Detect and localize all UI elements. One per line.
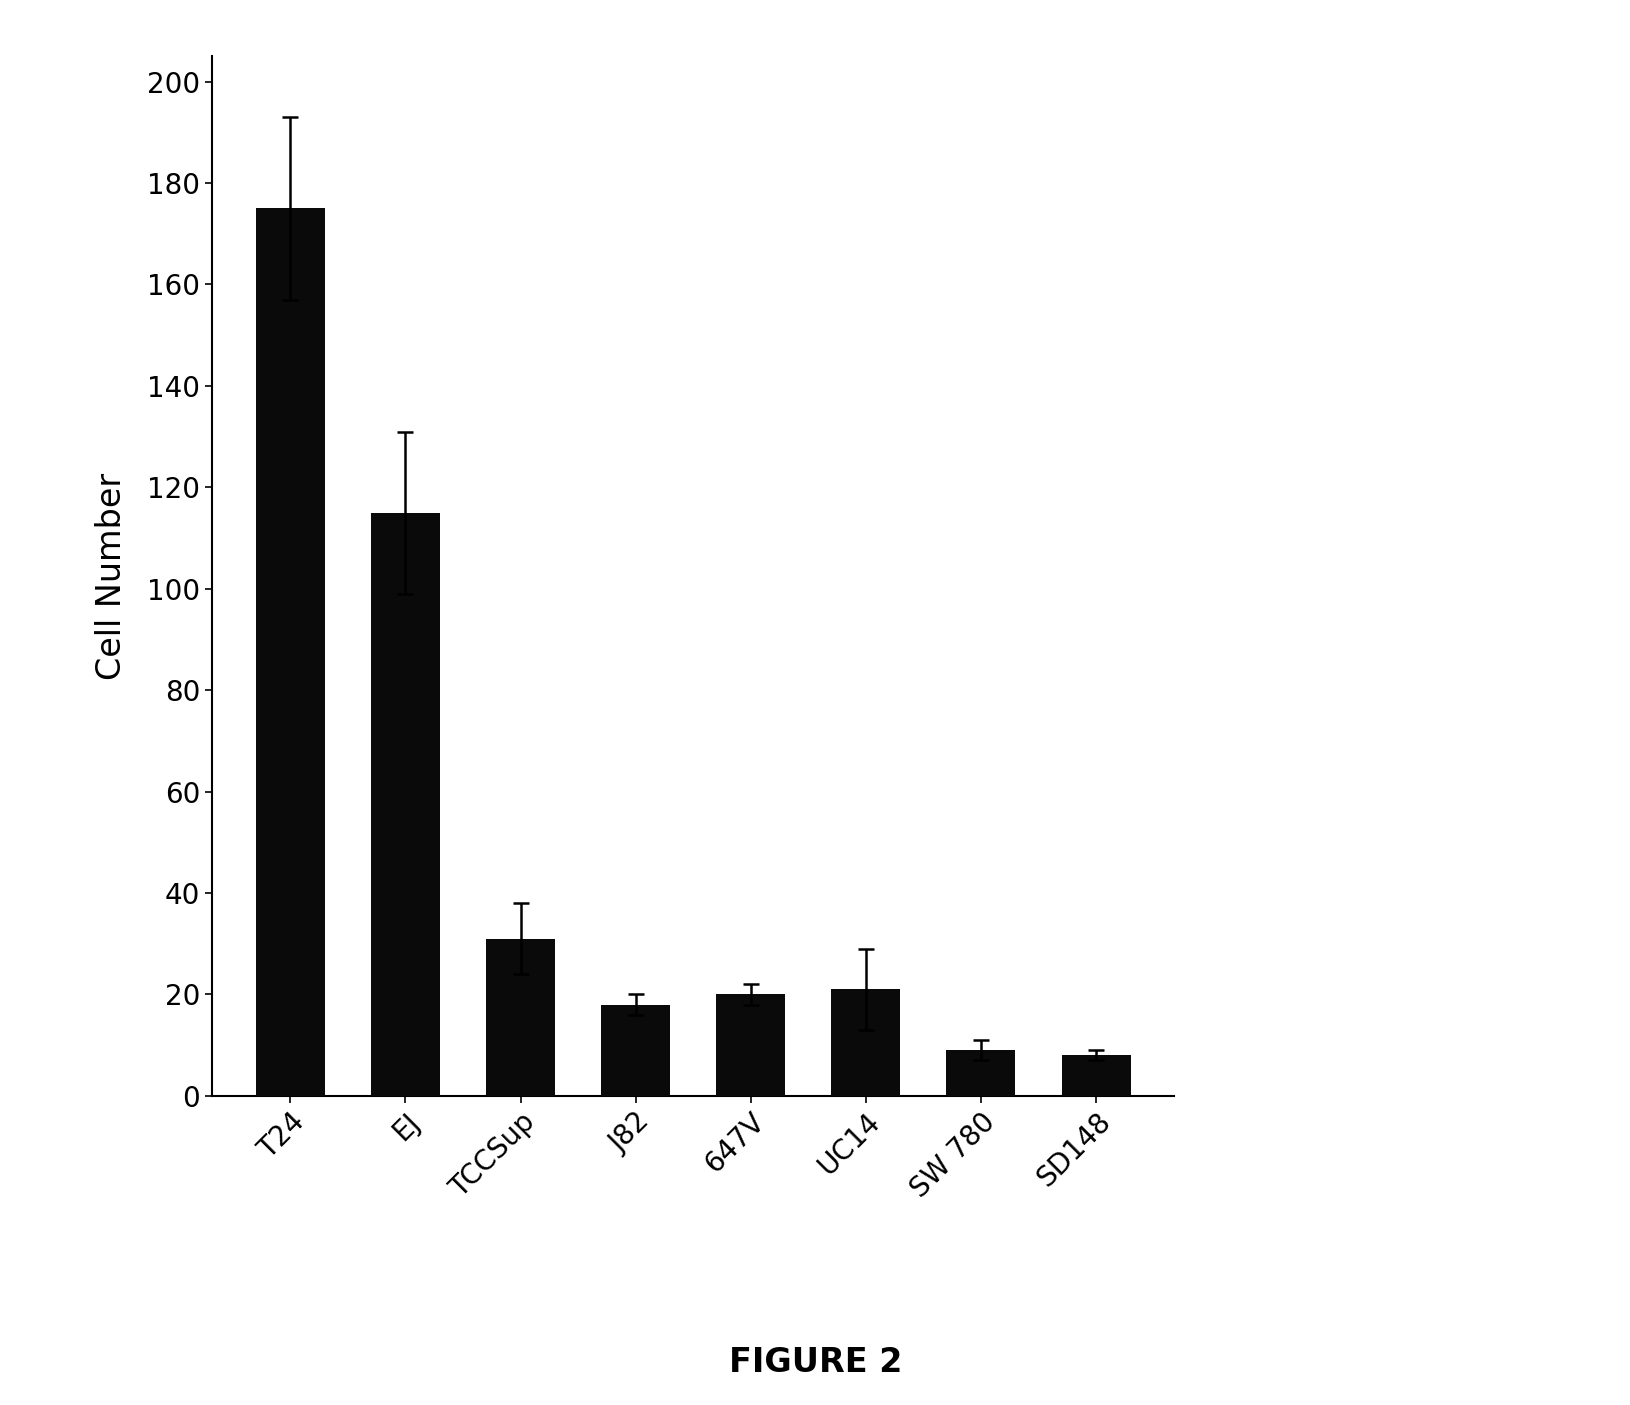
- Text: FIGURE 2: FIGURE 2: [729, 1346, 901, 1380]
- Bar: [1061, 1055, 1130, 1096]
- Bar: [716, 995, 784, 1096]
- Y-axis label: Cell Number: Cell Number: [95, 472, 127, 680]
- Bar: [945, 1051, 1015, 1096]
- Bar: [601, 1005, 670, 1096]
- Bar: [831, 989, 900, 1096]
- Bar: [256, 208, 324, 1096]
- Bar: [486, 939, 554, 1096]
- Bar: [370, 513, 440, 1096]
